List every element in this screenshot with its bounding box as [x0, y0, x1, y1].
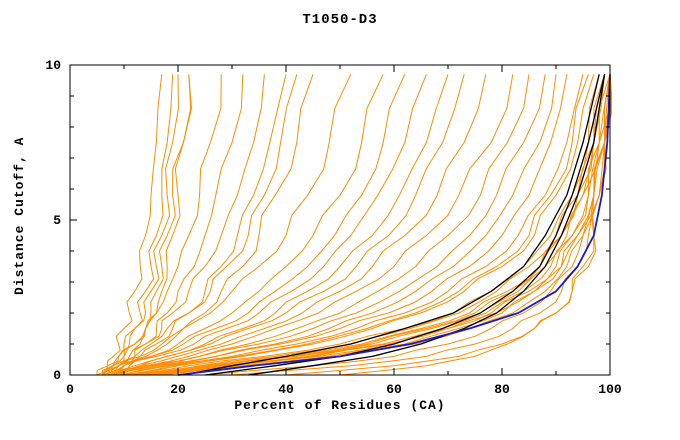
predictions-line [129, 74, 600, 376]
predictions-line [107, 74, 406, 376]
x-axis-label: Percent of Residues (CA) [234, 398, 446, 413]
predictions-line [134, 74, 606, 376]
predictions-line [123, 74, 589, 376]
predictions-line [140, 74, 611, 376]
predictions-line [134, 74, 606, 376]
predictions-line [102, 74, 352, 376]
predictions-line [102, 74, 163, 376]
x-tick-label: 20 [170, 382, 186, 397]
predictions-line [96, 74, 192, 376]
x-tick-label: 80 [494, 382, 510, 397]
predictions-line [107, 74, 465, 376]
predictions-line [113, 74, 514, 376]
x-tick-label: 0 [66, 382, 74, 397]
predictions-line [285, 74, 611, 376]
predictions-line [339, 74, 611, 376]
predictions-line [113, 74, 384, 376]
predictions-line [145, 74, 611, 376]
predictions-line [102, 74, 265, 376]
predictions-line [113, 74, 568, 376]
predictions-line [107, 74, 314, 376]
highlighted-black-line [183, 74, 600, 376]
predictions-line [140, 74, 606, 376]
predictions-line [204, 74, 612, 376]
x-tick-label: 40 [278, 382, 294, 397]
predictions-line [112, 74, 487, 376]
y-tick-label: 10 [45, 58, 61, 73]
predictions-line [118, 74, 584, 376]
predictions-line [101, 74, 179, 376]
series-group [96, 74, 612, 376]
predictions-line [96, 74, 298, 376]
predictions-line [112, 74, 287, 376]
y-tick-label: 5 [53, 213, 61, 228]
predictions-line [111, 74, 192, 376]
y-tick-label: 0 [53, 368, 61, 383]
predictions-line [231, 74, 611, 376]
highlighted-black-line [248, 74, 606, 376]
predictions-line [107, 74, 174, 376]
chart-title: T1050-D3 [302, 12, 378, 28]
x-tick-label: 60 [386, 382, 402, 397]
predictions-line [102, 74, 427, 376]
x-tick-label: 100 [598, 382, 622, 397]
best-model-blue-line [177, 74, 611, 376]
predictions-line [145, 74, 612, 376]
predictions-line [101, 74, 222, 376]
predictions-line [129, 74, 595, 376]
predictions-line [107, 74, 546, 376]
